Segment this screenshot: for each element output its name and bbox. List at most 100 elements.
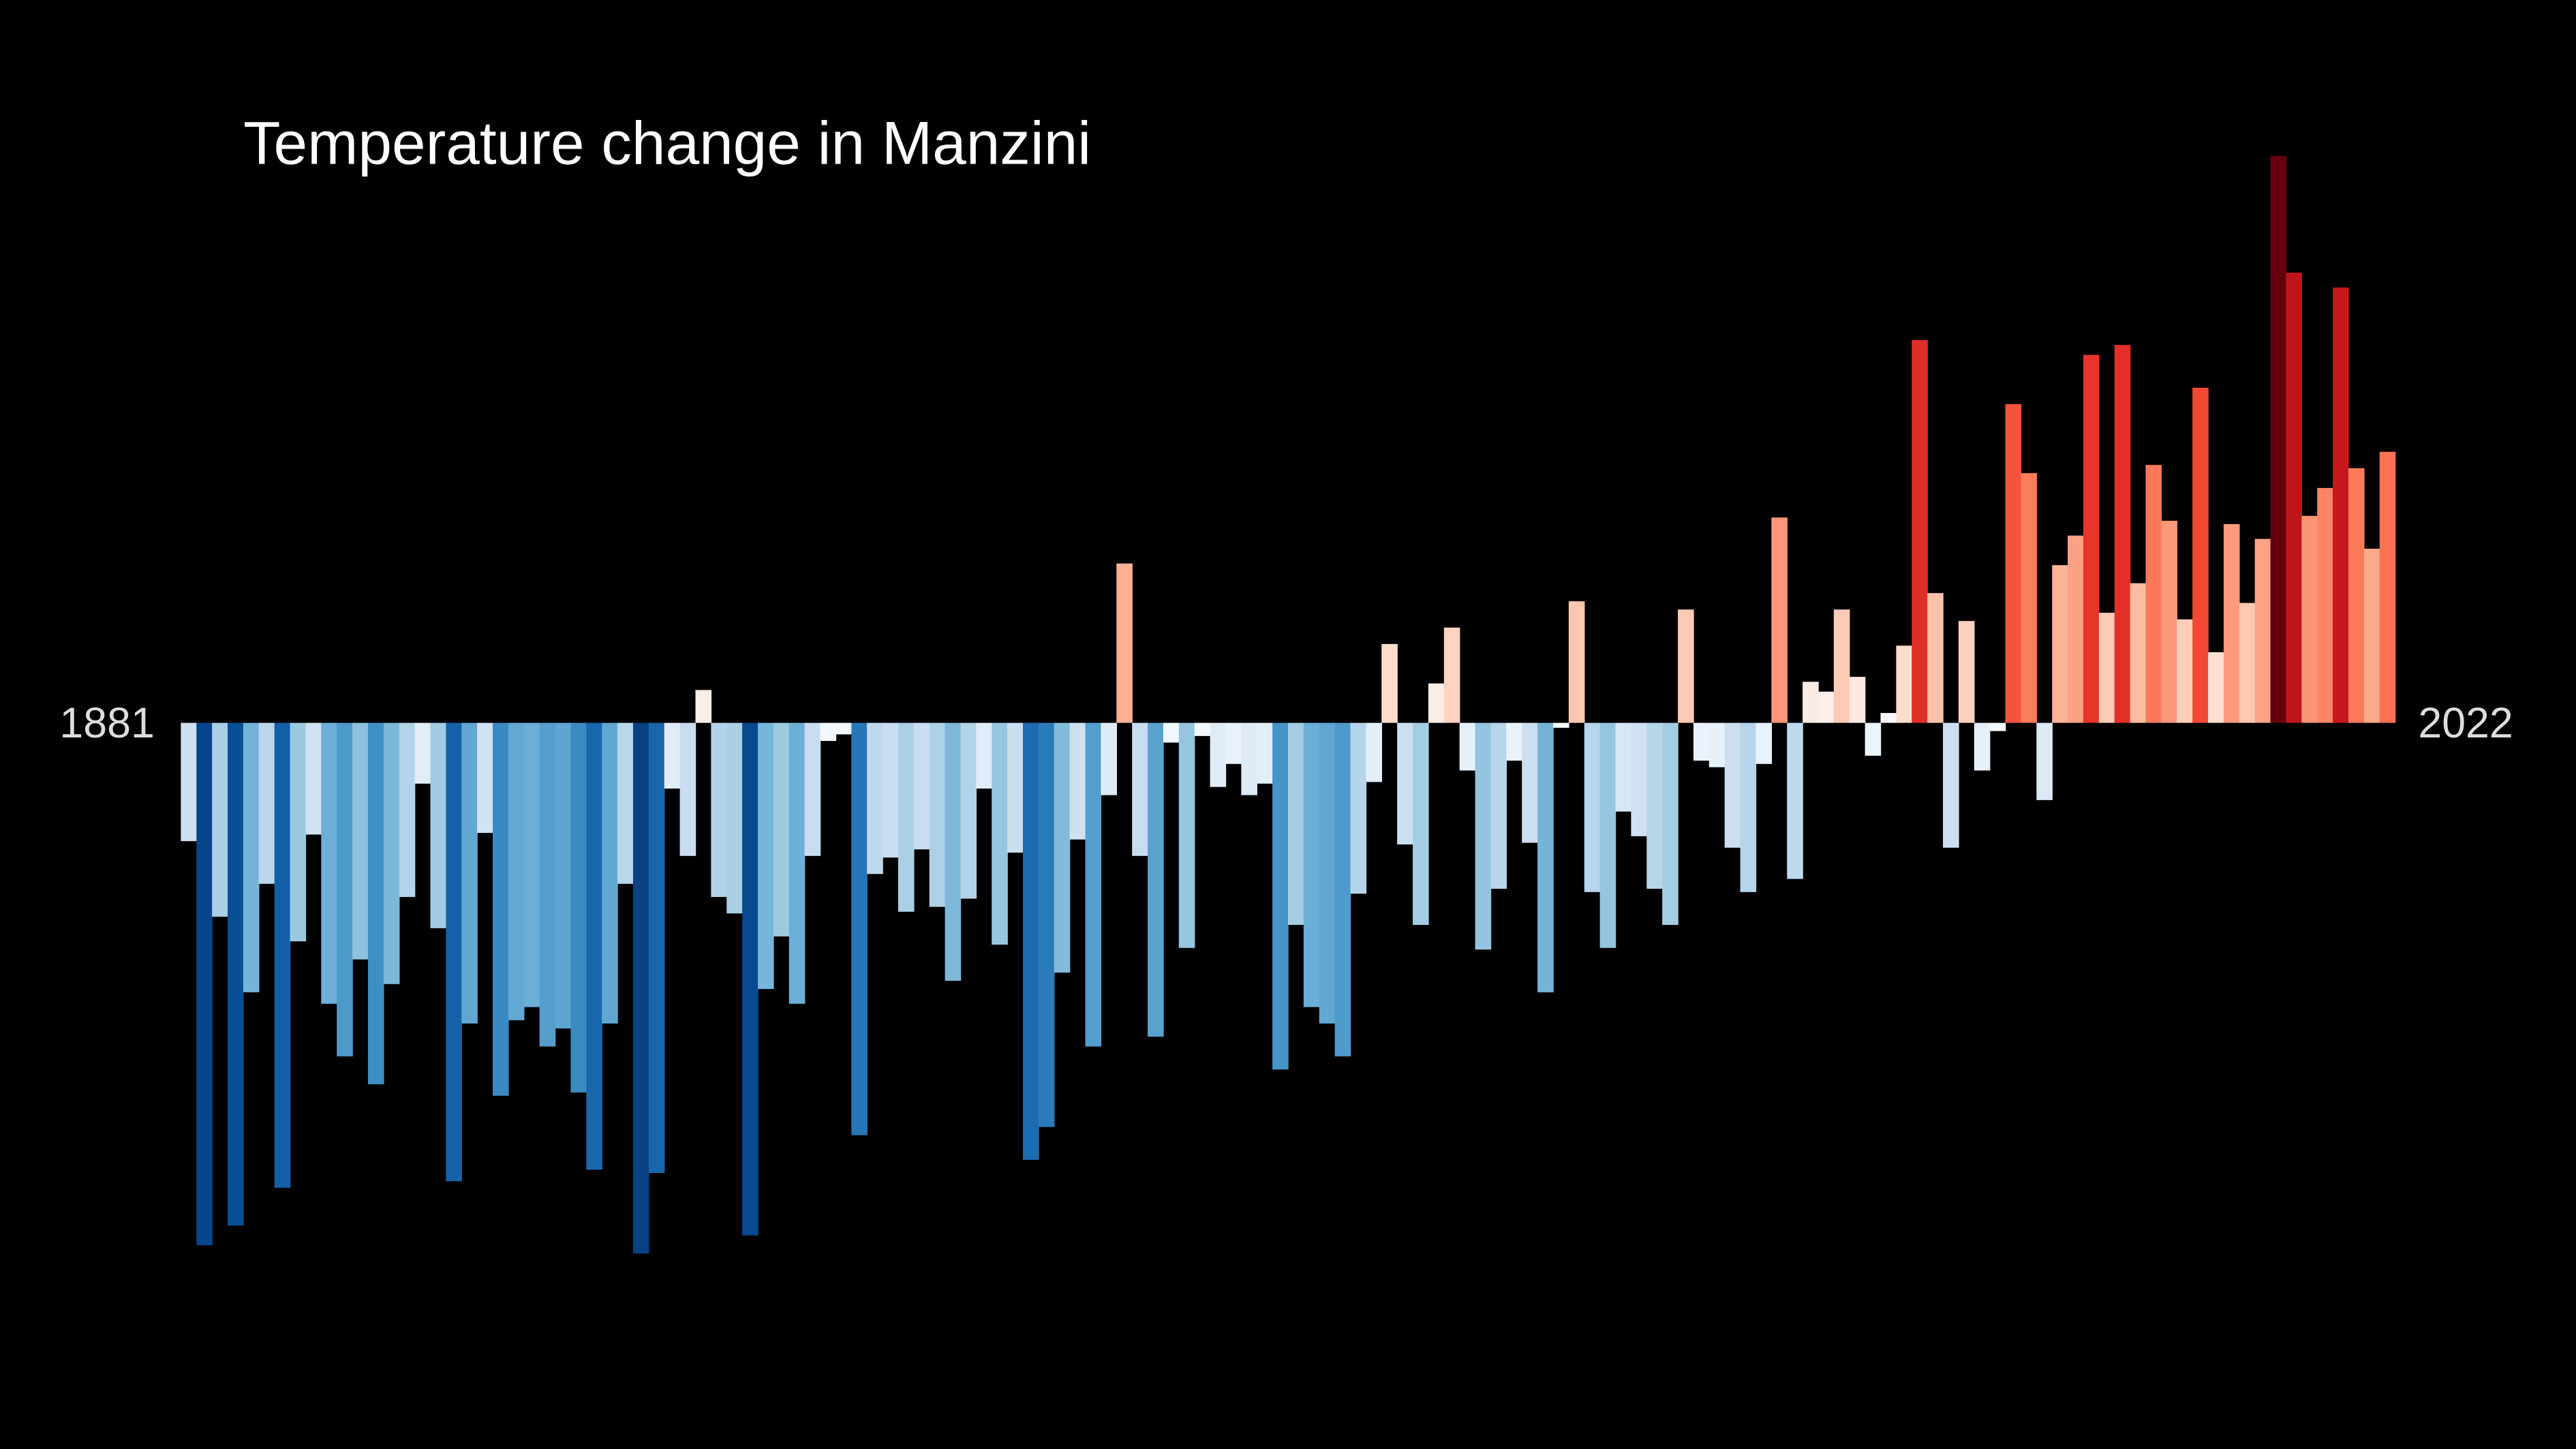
bar	[2317, 487, 2333, 723]
bar	[913, 722, 930, 850]
bar	[2379, 451, 2396, 723]
bar	[446, 722, 462, 1182]
bar	[804, 722, 821, 856]
bar	[1833, 609, 1850, 723]
bar	[290, 722, 307, 942]
bar	[1413, 722, 1429, 926]
bar	[1225, 722, 1242, 764]
bar	[196, 722, 213, 1246]
bar	[2239, 603, 2256, 723]
bar	[1943, 722, 1959, 848]
bar	[1007, 722, 1024, 853]
bar	[1552, 722, 1569, 728]
bar	[2192, 387, 2209, 723]
bar	[1958, 621, 1975, 723]
bar	[617, 722, 634, 884]
bar	[493, 722, 509, 1096]
bar	[321, 722, 337, 1004]
bar	[2348, 468, 2365, 723]
bar	[1646, 722, 1663, 889]
bar	[1880, 713, 1897, 723]
bar	[1522, 722, 1538, 843]
bar	[414, 722, 431, 784]
bar	[1350, 722, 1367, 894]
bar	[1303, 722, 1320, 1007]
bar	[305, 722, 322, 835]
bar	[352, 722, 369, 960]
bar	[945, 722, 962, 981]
bar	[2114, 345, 2131, 723]
bar	[602, 722, 618, 1024]
bar	[1397, 722, 1413, 844]
bar	[726, 722, 743, 914]
bar	[1148, 722, 1164, 1037]
bar	[758, 722, 774, 990]
bar	[1865, 722, 1882, 756]
bar	[1334, 722, 1351, 1056]
bar	[2254, 538, 2271, 723]
bar	[1194, 722, 1211, 736]
bar	[1428, 683, 1445, 723]
bar	[1475, 722, 1492, 950]
bar	[1771, 517, 1788, 723]
bar	[1023, 722, 1039, 1160]
bar	[2098, 613, 2115, 723]
bar	[1740, 722, 1757, 892]
bar	[508, 722, 525, 1020]
x-tick-label: 1881	[59, 699, 154, 747]
bar	[555, 722, 572, 1028]
bar	[1490, 722, 1507, 889]
bar	[2130, 583, 2147, 723]
bar	[664, 722, 681, 789]
bar	[1599, 722, 1616, 948]
bar	[367, 722, 384, 1084]
bar	[632, 722, 649, 1254]
bar	[2068, 535, 2084, 723]
x-tick-label: 2022	[2418, 699, 2513, 747]
bar	[1288, 722, 1304, 926]
bar	[1693, 722, 1710, 761]
bar	[1755, 722, 1773, 764]
bar	[788, 722, 806, 1004]
bar	[960, 722, 977, 899]
bar	[976, 722, 992, 789]
bar	[1178, 722, 1195, 948]
bar	[883, 722, 899, 858]
bar	[1069, 722, 1086, 840]
bar	[181, 722, 197, 842]
bar	[1506, 722, 1522, 761]
bar	[461, 722, 478, 1024]
bar	[929, 722, 946, 907]
bar	[2036, 722, 2053, 800]
bar	[1272, 722, 1289, 1070]
bar	[1038, 722, 1055, 1127]
bar	[1662, 722, 1678, 926]
bar	[1708, 722, 1726, 767]
bar	[1537, 722, 1554, 992]
bar	[477, 722, 493, 834]
chart-title: Temperature change in Manzini	[243, 109, 1091, 177]
bar	[1132, 722, 1148, 856]
bar	[1241, 722, 1257, 795]
bar	[399, 722, 416, 898]
bar	[2083, 354, 2100, 723]
bar	[1443, 627, 1460, 723]
bar	[1724, 722, 1741, 848]
bar	[898, 722, 915, 912]
bar	[1615, 722, 1632, 812]
bar	[711, 722, 727, 898]
bar	[1381, 643, 1398, 723]
bar	[1101, 722, 1118, 795]
bar	[2363, 549, 2380, 723]
bar	[1257, 722, 1273, 784]
bar	[679, 722, 696, 856]
bar	[383, 722, 400, 984]
bar	[539, 722, 556, 1047]
bar	[1568, 601, 1585, 723]
bar	[1631, 722, 1648, 836]
bar	[820, 722, 837, 742]
bar	[1787, 722, 1803, 879]
bar	[835, 722, 853, 735]
bar	[586, 722, 602, 1170]
bar	[337, 722, 353, 1056]
